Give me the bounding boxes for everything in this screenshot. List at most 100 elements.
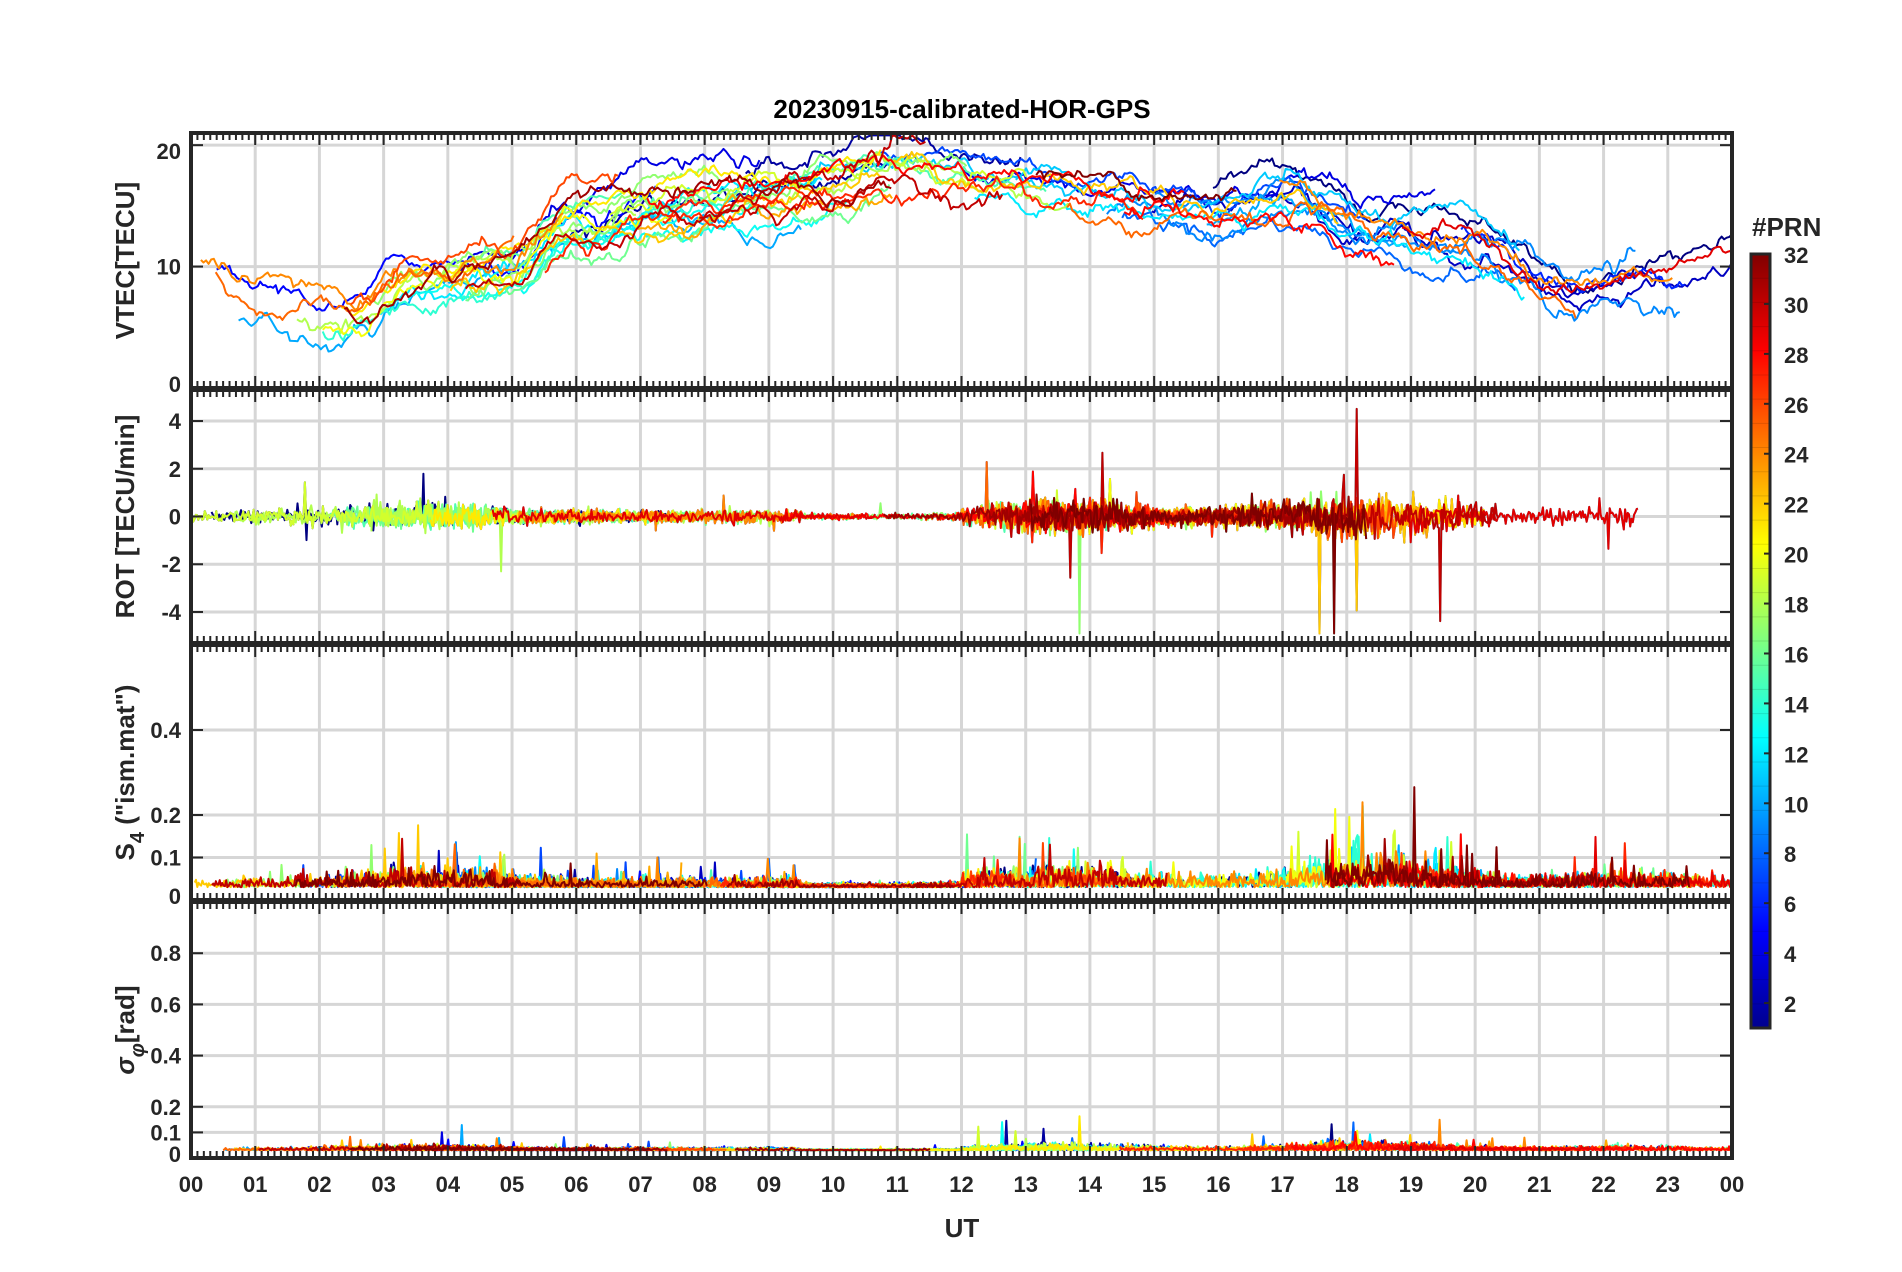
panel-s4-ytick-label: 0.4 bbox=[150, 718, 181, 743]
colorbar-gradient bbox=[1751, 254, 1770, 1028]
prn-24-vtec-line bbox=[200, 212, 564, 311]
prn-4-vtec-line bbox=[961, 167, 1436, 210]
prn-27-vtec-line bbox=[544, 185, 859, 274]
x-tick-label: 15 bbox=[1142, 1172, 1166, 1197]
panel-rot-series bbox=[191, 407, 1639, 635]
panel-s4-series bbox=[193, 786, 1732, 889]
x-tick-label: 14 bbox=[1078, 1172, 1103, 1197]
panel-s4-ytick-label: 0.2 bbox=[150, 803, 181, 828]
ylabel-main: σ bbox=[110, 1056, 140, 1075]
x-tick-label: 22 bbox=[1591, 1172, 1615, 1197]
x-tick-label: 13 bbox=[1013, 1172, 1037, 1197]
prn-32-s4-line bbox=[293, 862, 708, 889]
x-tick-label: 07 bbox=[628, 1172, 652, 1197]
colorbar-tick-label: 8 bbox=[1784, 842, 1796, 867]
panel-sigma-frame bbox=[189, 900, 1734, 1160]
x-tick-label: 17 bbox=[1270, 1172, 1294, 1197]
prn-30-s4-line bbox=[211, 837, 523, 889]
panel-rot-ytick-label: 4 bbox=[169, 409, 182, 434]
prn-25-vtec-line bbox=[214, 235, 515, 321]
panel-s4-ytick-label: 0.1 bbox=[150, 846, 181, 871]
x-tick-label: 21 bbox=[1527, 1172, 1551, 1197]
panel-vtec-ylabel: VTEC[TECU] bbox=[110, 182, 140, 339]
panel-vtec-series bbox=[200, 134, 1732, 353]
prn-24-vtec-line bbox=[1278, 179, 1673, 286]
prn-32-rot-line bbox=[1030, 492, 1368, 635]
prn-29-rot-line bbox=[491, 505, 877, 527]
prn-32-s4-line bbox=[1324, 786, 1691, 889]
colorbar-frame bbox=[1749, 252, 1772, 1030]
prn-17-vtec-line bbox=[372, 164, 721, 306]
x-tick-label: 23 bbox=[1656, 1172, 1680, 1197]
x-tick-label: 02 bbox=[307, 1172, 331, 1197]
colorbar-tick-label: 18 bbox=[1784, 593, 1808, 618]
x-tick-label: 08 bbox=[692, 1172, 716, 1197]
figure-title: 20230915-calibrated-HOR-GPS bbox=[773, 94, 1150, 124]
x-tick-label: 00 bbox=[179, 1172, 203, 1197]
prn-30-s4-line bbox=[911, 843, 1168, 889]
prn-11-vtec-line bbox=[1015, 167, 1520, 252]
prn-16-vtec-line bbox=[465, 184, 891, 302]
colorbar-tick-label: 28 bbox=[1784, 343, 1808, 368]
ylabel-tail: ("ism.mat") bbox=[110, 685, 140, 832]
prn-30-vtec-line bbox=[464, 134, 926, 290]
colorbar-tick-label: 6 bbox=[1784, 892, 1796, 917]
colorbar-tick-label: 26 bbox=[1784, 393, 1808, 418]
x-tick-label: 10 bbox=[821, 1172, 845, 1197]
panel-rot-ytick-label: 0 bbox=[169, 505, 181, 530]
colorbar-tick-label: 30 bbox=[1784, 293, 1808, 318]
panel-vtec-ytick-label: 0 bbox=[169, 372, 181, 397]
panel-rot: -4 -2 0 2 4 ROT [TECU/min] bbox=[110, 388, 1734, 645]
prn-31-s4-line bbox=[726, 874, 954, 889]
x-tick-label: 05 bbox=[500, 1172, 524, 1197]
panel-s4-ytick-label: 0 bbox=[169, 884, 181, 909]
x-tick-label: 11 bbox=[886, 1172, 909, 1197]
panel-vtec: 0 10 20 VTEC[TECU] bbox=[110, 131, 1734, 397]
panel-vtec-ytick-label: 20 bbox=[157, 139, 181, 164]
x-axis-title: UT bbox=[945, 1213, 980, 1243]
panel-sigma-ytick-label: 0.8 bbox=[150, 941, 181, 966]
colorbar-tick-label: 4 bbox=[1784, 942, 1797, 967]
panel-sigma: 00.10.20.40.60.8σφ[rad] bbox=[110, 900, 1734, 1167]
colorbar-title: #PRN bbox=[1752, 212, 1821, 242]
panel-rot-ytick-label: -2 bbox=[161, 552, 181, 577]
panel-sigma-ytick-label: 0.1 bbox=[150, 1120, 181, 1145]
x-tick-label: 03 bbox=[371, 1172, 395, 1197]
colorbar-tick-label: 2 bbox=[1784, 992, 1796, 1017]
panel-s4: 0 0.1 0.2 0.4S4 ("ism.mat") bbox=[110, 643, 1734, 909]
panel-sigma-grid bbox=[191, 902, 1732, 1158]
prn-32-vtec-line bbox=[1035, 169, 1237, 202]
prn-28-vtec-line bbox=[1123, 199, 1395, 267]
colorbar-tick-label: 22 bbox=[1784, 493, 1808, 518]
prn-25-vtec-line bbox=[1066, 201, 1577, 319]
prn-26-vtec-line bbox=[350, 172, 619, 306]
panel-s4-ylabel: S4 ("ism.mat") bbox=[110, 685, 149, 861]
x-tick-label: 09 bbox=[757, 1172, 781, 1197]
prn-27-vtec-line bbox=[662, 175, 1144, 224]
colorbar-tick-label: 20 bbox=[1784, 543, 1808, 568]
panel-rot-ytick-label: -4 bbox=[161, 600, 181, 625]
prn-22-vtec-line bbox=[893, 150, 1339, 225]
prn-29-sigma-line bbox=[1393, 1141, 1591, 1152]
x-tick-label: 04 bbox=[436, 1172, 461, 1197]
panel-sigma-ytick-label: 0.6 bbox=[150, 992, 181, 1017]
panel-vtec-grid bbox=[191, 133, 1732, 388]
panel-sigma-ytick-label: 0.2 bbox=[150, 1095, 181, 1120]
colorbar-tick-label: 32 bbox=[1784, 243, 1808, 268]
prn-9-vtec-line bbox=[1154, 176, 1636, 283]
prn-2-vtec-line bbox=[744, 134, 1022, 178]
ylabel-sub: φ bbox=[127, 1043, 149, 1057]
prn-32-sigma-line bbox=[349, 1143, 651, 1152]
prn-19-rot-line bbox=[191, 481, 441, 530]
x-tick-label: 18 bbox=[1335, 1172, 1359, 1197]
x-tick-label: 00 bbox=[1720, 1172, 1744, 1197]
ylabel-tail: [rad] bbox=[110, 985, 140, 1043]
panel-rot-ytick-label: 2 bbox=[169, 457, 181, 482]
x-tick-label: 12 bbox=[949, 1172, 973, 1197]
x-tick-label: 01 bbox=[243, 1172, 267, 1197]
prn-31-vtec-line bbox=[343, 174, 892, 325]
panel-sigma-ylabel: σφ[rad] bbox=[110, 985, 149, 1074]
